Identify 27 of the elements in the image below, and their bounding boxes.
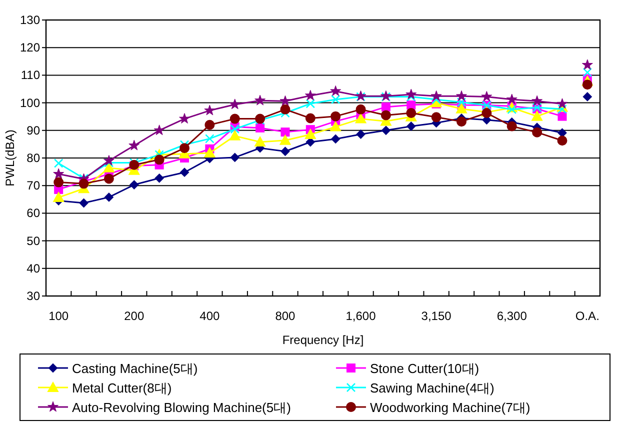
x-tick-label: 6,300 [496, 309, 528, 323]
legend-label: Sawing Machine(4대) [370, 380, 494, 396]
y-tick-label: 100 [20, 96, 40, 110]
legend-label: Casting Machine(5대) [72, 361, 198, 376]
y-tick-label: 40 [26, 261, 40, 276]
y-tick-label: 70 [26, 178, 40, 193]
y-tick-label: 80 [26, 151, 40, 165]
legend-label: Stone Cutter(10대) [370, 361, 480, 376]
y-tick-label: 60 [26, 206, 40, 220]
x-tick-label: O.A. [575, 309, 600, 323]
y-tick-label: 30 [26, 289, 40, 303]
x-tick-label: 400 [200, 309, 220, 323]
legend-label: Auto-Revolving Blowing Machine(5대) [72, 400, 291, 415]
x-tick-label: 3,150 [421, 309, 452, 323]
y-tick-label: 130 [20, 13, 40, 27]
y-tick-label: 110 [20, 68, 40, 82]
y-tick-label: 120 [20, 40, 40, 55]
y-tick-label: 90 [26, 123, 40, 138]
x-tick-label: 1,600 [346, 309, 376, 323]
x-axis-title: Frequency [Hz] [282, 333, 364, 347]
x-tick-label: 100 [48, 309, 69, 323]
y-axis-title: PWL(dBA) [3, 130, 17, 186]
legend-label: Woodworking Machine(7대) [370, 400, 530, 415]
legend-label: Metal Cutter(8대) [72, 380, 172, 396]
x-tick-label: 800 [275, 309, 296, 323]
x-tick-label: 200 [124, 309, 144, 323]
y-tick-label: 50 [26, 234, 40, 248]
